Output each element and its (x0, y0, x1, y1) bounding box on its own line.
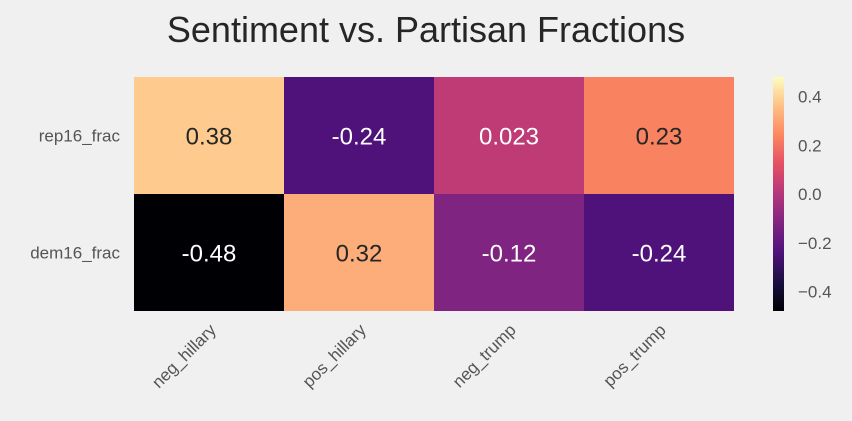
chart-title: Sentiment vs. Partisan Fractions (167, 9, 685, 50)
heatmap-cell (434, 194, 584, 311)
cell-value-label: 0.023 (479, 124, 539, 151)
cell-value-label: 0.23 (636, 124, 683, 151)
heatmap-cell (584, 77, 734, 194)
colorbar-tick-label: 0.4 (798, 88, 822, 107)
column-tick-label: neg_trump (449, 320, 520, 391)
colorbar-gradient (773, 77, 784, 311)
cell-value-label: -0.24 (632, 241, 687, 268)
row-labels: rep16_frac dem16_frac (30, 127, 120, 263)
heatmap-cell (134, 77, 284, 194)
colorbar-tick-label: 0.0 (798, 185, 822, 204)
cell-value-label: -0.24 (332, 124, 387, 151)
row-tick-label: dem16_frac (30, 244, 120, 263)
colorbar-tick-label: −0.4 (798, 283, 832, 302)
colorbar: −0.4 −0.2 0.0 0.2 0.4 (773, 77, 832, 311)
cell-value-label: 0.32 (336, 241, 383, 268)
colorbar-tick-label: −0.2 (798, 234, 832, 253)
heatmap-cell (434, 77, 584, 194)
column-tick-label: pos_trump (600, 320, 670, 390)
heatmap-cell (284, 194, 434, 311)
heatmap-cell (284, 77, 434, 194)
cell-value-label: -0.48 (182, 241, 237, 268)
heatmap-cell (584, 194, 734, 311)
column-labels: neg_hillary pos_hillary neg_trump pos_trump (148, 320, 670, 392)
cell-value-label: 0.38 (186, 124, 233, 151)
heatmap-cells: 0.38 -0.24 0.023 0.23 -0.48 0.32 -0.12 -0.24 (134, 77, 734, 311)
colorbar-tick-label: 0.2 (798, 136, 822, 155)
column-tick-label: neg_hillary (148, 320, 220, 392)
column-tick-label: pos_hillary (299, 320, 370, 391)
cell-value-label: -0.12 (482, 241, 537, 268)
row-tick-label: rep16_frac (39, 127, 121, 146)
heatmap-cell (134, 194, 284, 311)
